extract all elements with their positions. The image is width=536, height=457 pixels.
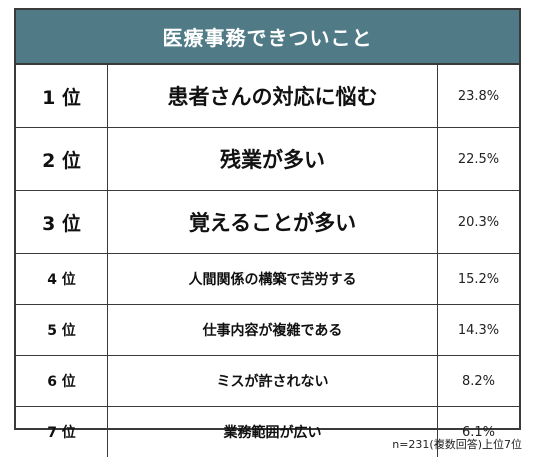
rank-cell: 2 位 (16, 128, 108, 190)
rank-cell: 6 位 (16, 356, 108, 406)
percent-cell: 23.8% (457, 88, 500, 104)
ranking-table: 医療事務できついこと 1 位 患者さんの対応に悩む 23.8% 2 位 残業が多… (14, 8, 521, 457)
rank-cell: 3 位 (16, 191, 108, 253)
table-row: 1 位 患者さんの対応に悩む 23.8% (16, 65, 519, 128)
percent-cell: 20.3% (457, 214, 500, 230)
sample-footnote: n=231(複数回答)上位7位 (392, 438, 522, 451)
item-label: 患者さんの対応に悩む (108, 65, 438, 127)
percent-cell: 6.1% (461, 424, 496, 440)
rank-cell: 1 位 (16, 65, 108, 127)
table-row: 4 位 人間関係の構築で苦労する 15.2% (16, 254, 519, 305)
rank-cell: 5 位 (16, 305, 108, 355)
table-row: 7 位 業務範囲が広い 6.1% (16, 407, 519, 457)
percent-cell: 14.3% (457, 322, 500, 338)
rank-cell: 4 位 (16, 254, 108, 304)
table-row: 6 位 ミスが許されない 8.2% (16, 356, 519, 407)
rank-cell: 7 位 (16, 407, 108, 457)
table-row: 3 位 覚えることが多い 20.3% (16, 191, 519, 254)
item-label: 業務範囲が広い (108, 407, 438, 457)
item-label: ミスが許されない (108, 356, 438, 406)
percent-cell: 15.2% (457, 271, 500, 287)
item-label: 残業が多い (108, 128, 438, 190)
item-label: 覚えることが多い (108, 191, 438, 253)
table-row: 5 位 仕事内容が複雑である 14.3% (16, 305, 519, 356)
table-row: 2 位 残業が多い 22.5% (16, 128, 519, 191)
percent-cell: 8.2% (461, 373, 496, 389)
item-label: 人間関係の構築で苦労する (108, 254, 438, 304)
percent-cell: 22.5% (457, 151, 500, 167)
item-label: 仕事内容が複雑である (108, 305, 438, 355)
table-title: 医療事務できついこと (16, 10, 519, 65)
